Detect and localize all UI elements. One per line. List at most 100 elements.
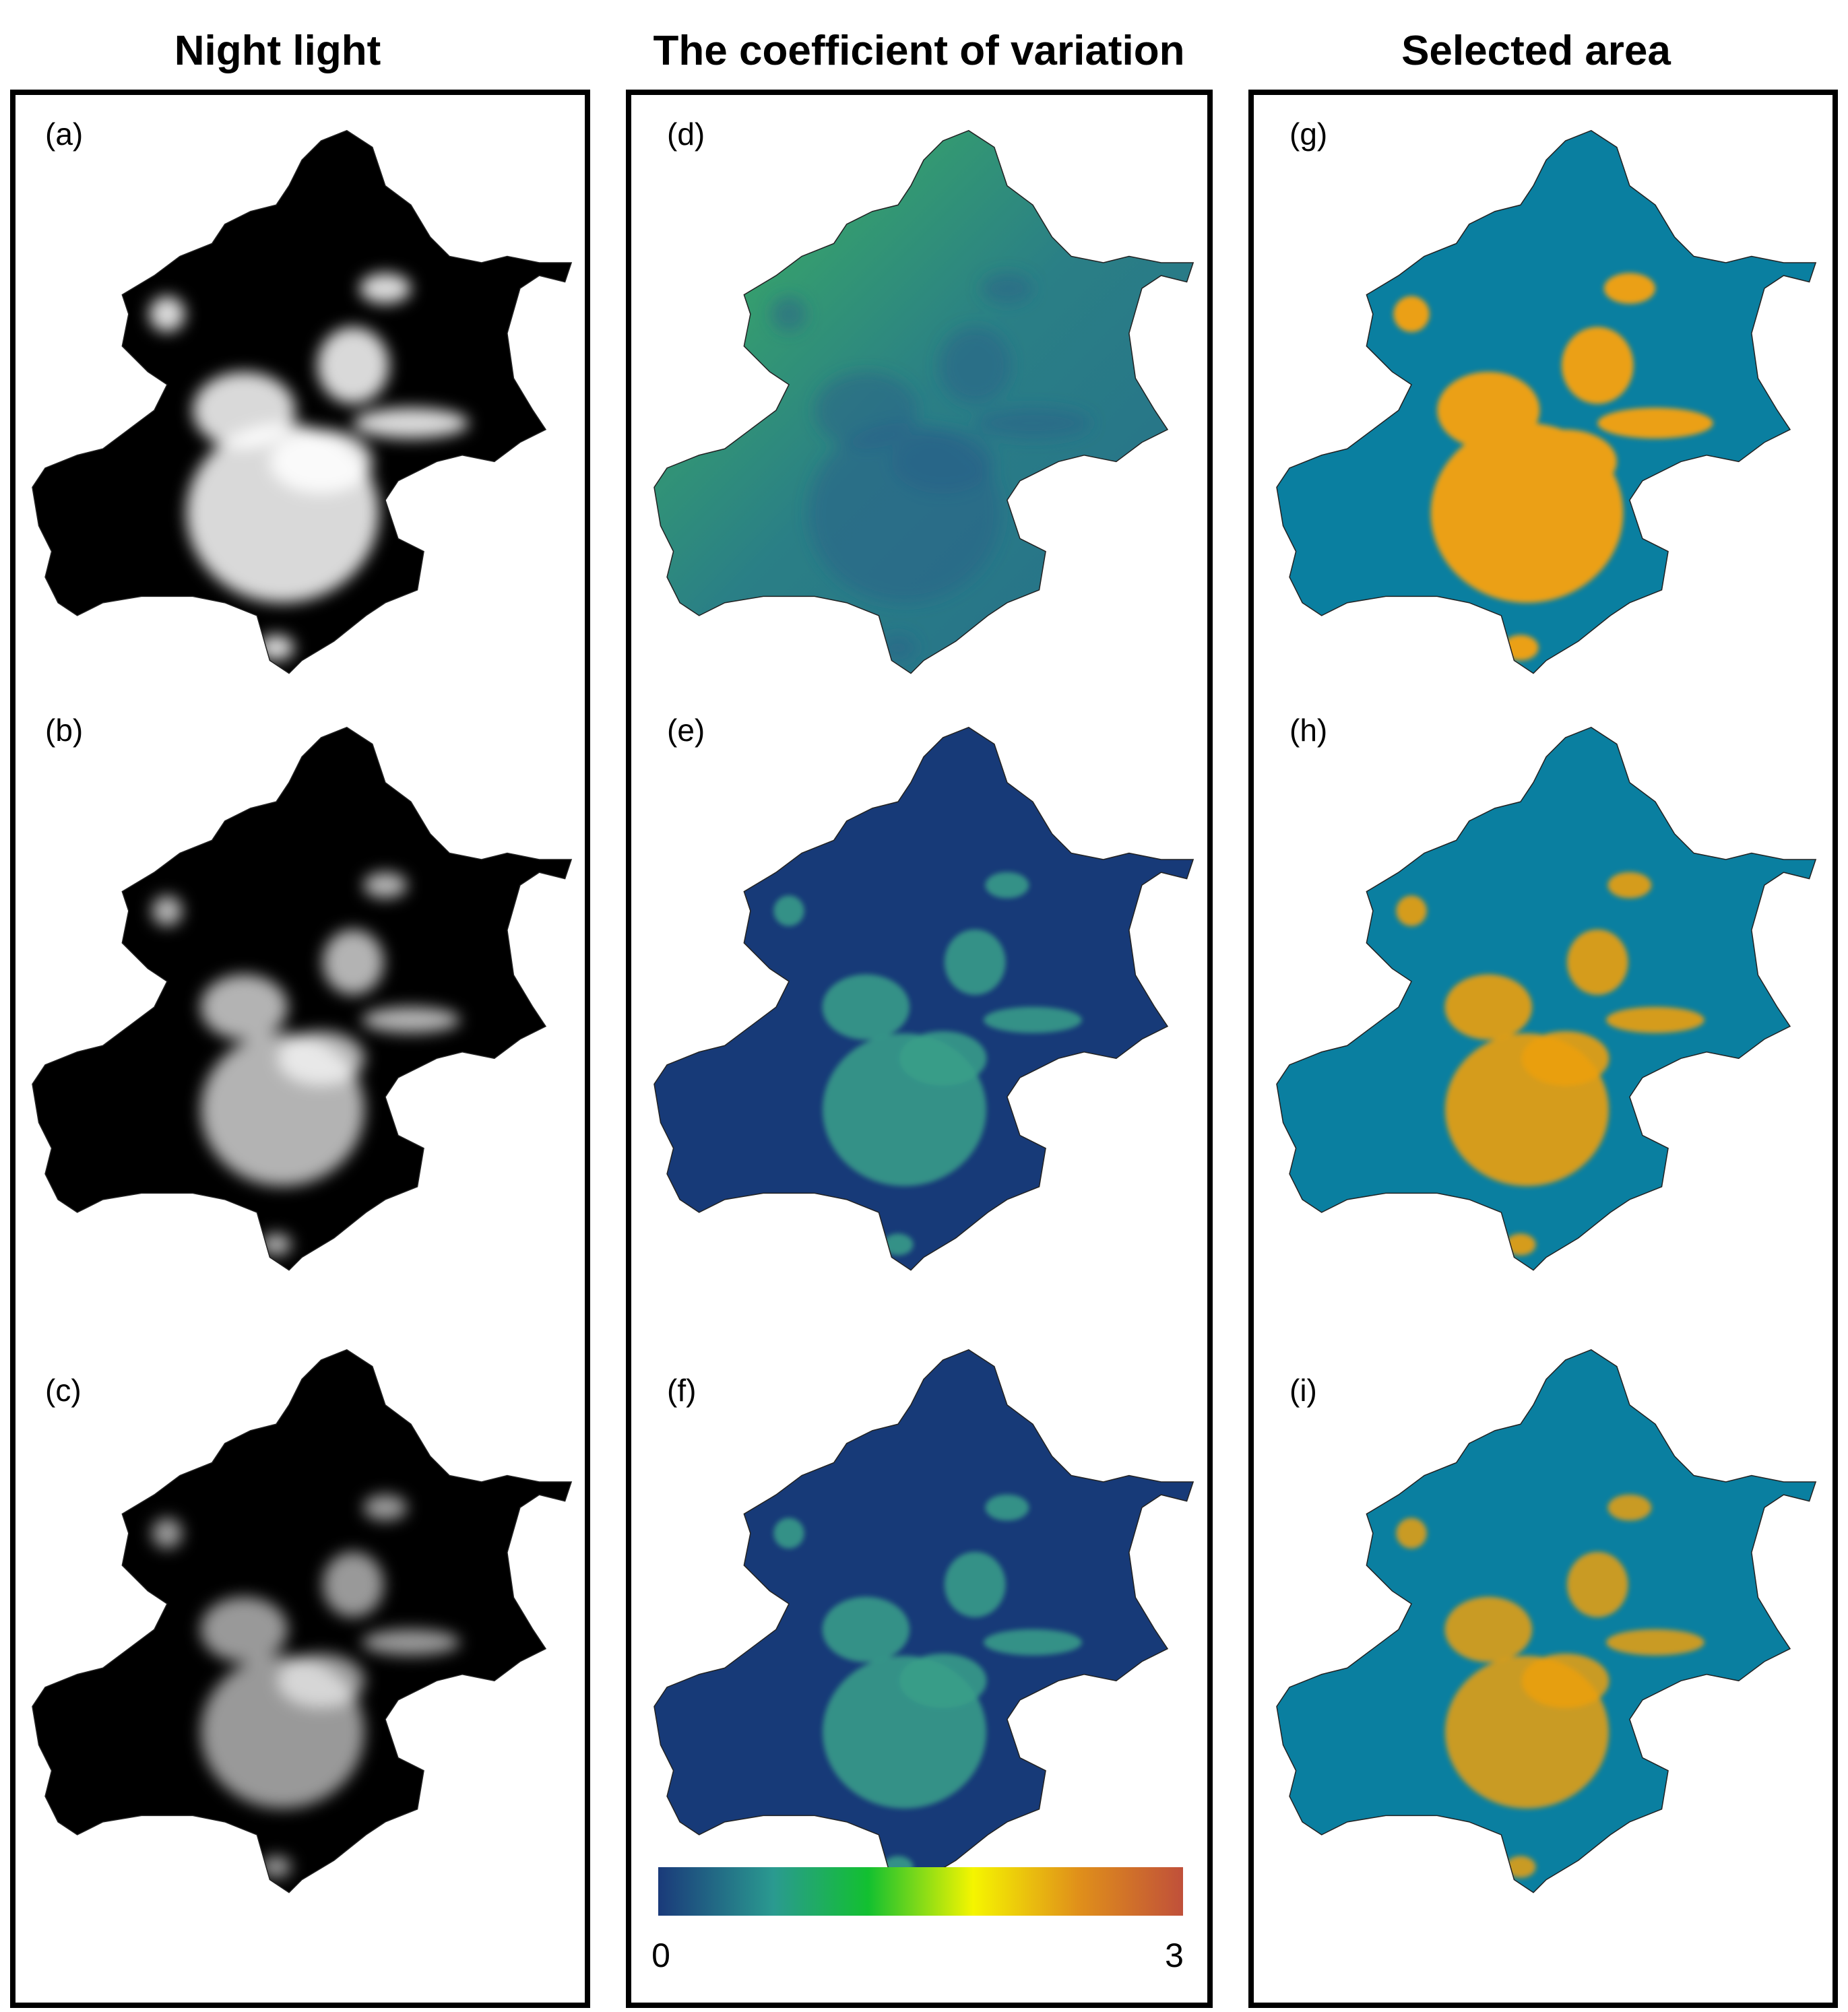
panel-label: (e) — [667, 713, 705, 748]
urban-patch — [363, 1494, 408, 1521]
map-overlay — [152, 1494, 460, 1878]
map — [1276, 726, 1817, 1271]
map — [32, 1349, 573, 1893]
column-title: Night light — [174, 28, 381, 74]
urban-patch — [363, 872, 408, 899]
column-frame — [626, 90, 1213, 2008]
urban-patch — [944, 1551, 1006, 1618]
map-overlay — [1396, 1494, 1704, 1878]
urban-patch — [938, 327, 1011, 404]
urban-patch — [984, 1006, 1082, 1033]
colorbar-tick-label: 0 — [651, 1937, 670, 1974]
map — [654, 129, 1194, 674]
map — [654, 726, 1194, 1271]
urban-patch — [317, 327, 389, 404]
urban-patch — [261, 1233, 292, 1256]
panel-label: (a) — [45, 117, 83, 152]
urban-patch — [149, 296, 185, 332]
urban-patch — [899, 1031, 987, 1086]
urban-patch — [899, 1653, 987, 1708]
urban-patch — [975, 408, 1091, 439]
map-area — [654, 727, 1194, 1270]
urban-patch — [261, 1856, 292, 1878]
urban-patch — [944, 929, 1006, 996]
urban-patch — [1505, 1856, 1536, 1878]
urban-patch — [322, 1551, 384, 1618]
urban-patch — [822, 1596, 910, 1662]
panel-label: (i) — [1289, 1373, 1317, 1408]
urban-patch — [1521, 1653, 1610, 1708]
urban-patch — [773, 1518, 804, 1549]
urban-patch — [985, 1494, 1029, 1521]
urban-patch — [1393, 296, 1430, 332]
column-title: The coefficient of variation — [654, 28, 1185, 74]
map — [1276, 129, 1817, 674]
urban-patch — [822, 974, 910, 1040]
map-area — [32, 1349, 572, 1893]
panel-label: (f) — [667, 1373, 696, 1408]
urban-patch — [815, 371, 918, 449]
urban-patch — [1521, 1031, 1610, 1086]
urban-patch — [1606, 1629, 1704, 1656]
urban-patch — [1561, 327, 1634, 404]
urban-patch — [359, 273, 411, 304]
map — [32, 129, 573, 674]
urban-patch — [277, 1031, 365, 1086]
colorbar — [658, 1867, 1183, 1916]
map-overlay — [773, 1494, 1082, 1878]
map-area — [654, 1349, 1194, 1893]
urban-patch — [322, 929, 384, 996]
urban-patch — [1566, 1551, 1628, 1618]
map-area — [1277, 1349, 1816, 1893]
urban-patch — [152, 895, 183, 926]
urban-patch — [773, 895, 804, 926]
map-overlay — [149, 273, 469, 661]
column-frame — [10, 90, 590, 2008]
colorbar-tick-label: 3 — [1165, 1937, 1184, 1974]
panel-label: (h) — [1289, 713, 1327, 748]
urban-patch — [269, 429, 373, 494]
map — [1276, 1349, 1817, 1893]
urban-patch — [362, 1629, 460, 1656]
map-overlay — [1396, 872, 1704, 1256]
urban-patch — [1514, 429, 1617, 494]
urban-patch — [1607, 872, 1652, 899]
urban-patch — [1505, 1233, 1536, 1256]
panel-label: (g) — [1289, 117, 1327, 152]
urban-patch — [193, 371, 296, 449]
urban-patch — [981, 273, 1033, 304]
panel-label: (d) — [667, 117, 705, 152]
urban-patch — [362, 1006, 460, 1033]
map-area — [32, 727, 572, 1270]
urban-patch — [1603, 273, 1655, 304]
map — [32, 726, 573, 1271]
urban-patch — [152, 1518, 183, 1549]
urban-patch — [200, 1596, 288, 1662]
column-title: Selected area — [1401, 28, 1671, 74]
urban-patch — [277, 1653, 365, 1708]
map-overlay — [1393, 273, 1713, 661]
panel-label: (b) — [45, 713, 83, 748]
urban-patch — [1566, 929, 1628, 996]
urban-patch — [891, 429, 994, 494]
urban-patch — [1444, 1596, 1533, 1662]
urban-patch — [1396, 1518, 1427, 1549]
map-overlay — [773, 872, 1082, 1256]
urban-patch — [1606, 1006, 1704, 1033]
urban-patch — [200, 974, 288, 1040]
column-frame — [1248, 90, 1838, 2008]
urban-patch — [1607, 1494, 1652, 1521]
map — [654, 1349, 1194, 1893]
map-overlay — [771, 273, 1091, 661]
urban-patch — [1396, 895, 1427, 926]
urban-patch — [353, 408, 469, 439]
panel-label: (c) — [45, 1373, 82, 1408]
urban-patch — [1437, 371, 1540, 449]
urban-patch — [985, 872, 1029, 899]
map-overlay — [152, 872, 460, 1256]
urban-patch — [771, 296, 807, 332]
urban-patch — [984, 1629, 1082, 1656]
urban-patch — [883, 1233, 914, 1256]
urban-patch — [1597, 408, 1713, 439]
